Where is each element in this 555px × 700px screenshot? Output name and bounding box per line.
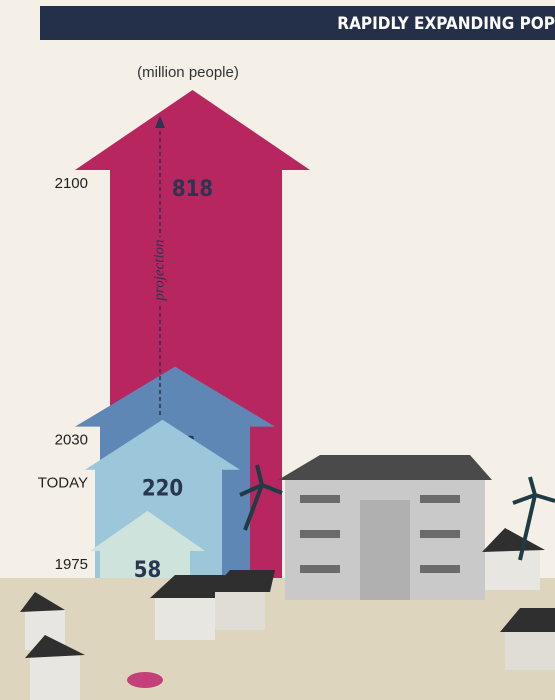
value-label: 818	[172, 177, 213, 202]
cow	[127, 672, 163, 688]
window	[300, 565, 340, 573]
category-label: 2030	[55, 432, 88, 449]
building-center	[360, 500, 410, 600]
window	[300, 495, 340, 503]
chart-subtitle: (million people)	[137, 64, 239, 81]
window	[420, 565, 460, 573]
house	[30, 655, 80, 700]
house	[215, 590, 265, 630]
window	[420, 495, 460, 503]
house	[155, 595, 215, 640]
category-label: TODAY	[38, 475, 88, 492]
window	[300, 530, 340, 538]
window	[420, 530, 460, 538]
projection-label: projection	[151, 239, 167, 301]
arrows: 81830622058	[75, 90, 310, 583]
house	[485, 550, 540, 590]
chart-title: RAPIDLY EXPANDING POP	[337, 14, 555, 34]
category-label: 2100	[55, 175, 88, 192]
category-label: 1975	[55, 556, 88, 573]
page: RAPIDLY EXPANDING POP (million people) 8…	[0, 0, 555, 700]
house	[505, 630, 555, 670]
value-label: 220	[142, 477, 183, 502]
chart: RAPIDLY EXPANDING POP (million people) 8…	[0, 0, 555, 700]
